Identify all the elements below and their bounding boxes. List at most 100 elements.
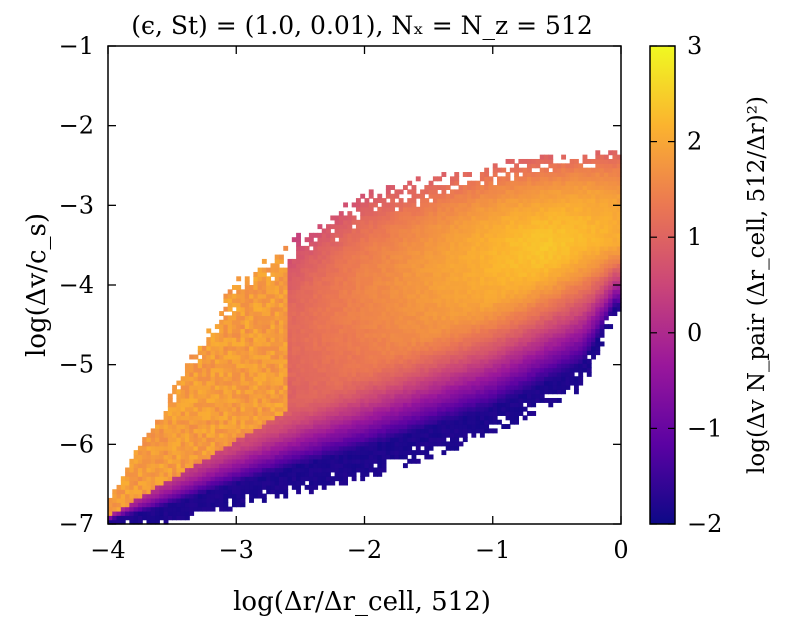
heatmap-cell xyxy=(253,484,259,490)
heatmap-cell xyxy=(291,289,297,295)
heatmap-cell xyxy=(330,358,336,364)
heatmap-cell xyxy=(484,193,490,199)
heatmap-cell xyxy=(505,350,511,356)
heatmap-cell xyxy=(155,458,160,464)
heatmap-cell xyxy=(462,380,468,386)
heatmap-cell xyxy=(505,185,511,190)
heatmap-cell xyxy=(180,397,186,403)
heatmap-cell xyxy=(526,271,532,277)
heatmap-cell xyxy=(304,271,310,277)
heatmap-cell xyxy=(437,250,443,256)
heatmap-cell xyxy=(202,406,207,412)
heatmap-cell xyxy=(364,363,370,369)
heatmap-cell xyxy=(266,306,272,312)
heatmap-cell xyxy=(176,445,182,451)
heatmap-cell xyxy=(484,276,490,282)
heatmap-cell xyxy=(189,441,195,447)
heatmap-cell xyxy=(509,302,515,308)
heatmap-cell xyxy=(313,476,319,482)
heatmap-cell xyxy=(253,384,259,390)
heatmap-cell xyxy=(484,232,490,238)
heatmap-cell xyxy=(458,211,464,217)
heatmap-cell xyxy=(415,285,421,290)
heatmap-cell xyxy=(394,215,400,221)
heatmap-cell xyxy=(479,411,485,416)
heatmap-cell xyxy=(505,206,511,212)
heatmap-cell xyxy=(308,350,314,356)
heatmap-cell xyxy=(308,341,314,347)
heatmap-cell xyxy=(488,198,494,204)
heatmap-cell xyxy=(522,280,528,286)
heatmap-cell xyxy=(437,198,443,204)
heatmap-cell xyxy=(236,350,242,356)
heatmap-cell xyxy=(479,189,485,195)
heatmap-cell xyxy=(347,384,353,390)
heatmap-cell xyxy=(326,324,331,330)
heatmap-cell xyxy=(321,467,327,473)
heatmap-cell xyxy=(129,458,135,464)
heatmap-cell xyxy=(432,315,438,321)
heatmap-cell xyxy=(219,445,225,451)
heatmap-cell xyxy=(450,428,455,434)
heatmap-cell xyxy=(437,206,443,212)
heatmap-cell xyxy=(501,402,507,408)
heatmap-cell xyxy=(334,463,340,469)
heatmap-cell xyxy=(343,415,349,421)
heatmap-cell xyxy=(390,402,396,408)
heatmap-cell xyxy=(450,415,455,421)
heatmap-cell xyxy=(313,424,319,429)
heatmap-cell xyxy=(338,302,344,308)
heatmap-cell xyxy=(420,450,425,456)
heatmap-cell xyxy=(291,337,297,343)
heatmap-cell xyxy=(214,454,220,460)
heatmap-cell xyxy=(231,397,237,403)
heatmap-cell xyxy=(116,510,122,516)
heatmap-cell xyxy=(398,393,404,399)
heatmap-cell xyxy=(394,402,400,408)
heatmap-cell xyxy=(172,415,178,421)
heatmap-cell xyxy=(197,497,203,503)
heatmap-cell xyxy=(308,415,314,421)
heatmap-cell xyxy=(184,415,190,421)
heatmap-cell xyxy=(385,384,391,390)
heatmap-cell xyxy=(432,241,438,247)
heatmap-cell xyxy=(492,293,498,299)
heatmap-cell xyxy=(189,454,195,460)
heatmap-cell xyxy=(231,493,237,499)
heatmap-cell xyxy=(317,428,323,434)
heatmap-cell xyxy=(347,263,353,269)
heatmap-cell xyxy=(501,237,507,243)
heatmap-cell xyxy=(411,219,417,225)
heatmap-cell xyxy=(458,306,464,312)
heatmap-cell xyxy=(488,228,494,234)
heatmap-cell xyxy=(509,402,515,408)
heatmap-cell xyxy=(522,202,528,208)
heatmap-cell xyxy=(364,471,370,477)
heatmap-cell xyxy=(253,432,259,438)
heatmap-cell xyxy=(214,441,220,447)
heatmap-cell xyxy=(462,211,468,217)
heatmap-cell xyxy=(407,367,413,373)
heatmap-cell xyxy=(159,493,165,499)
heatmap-cell xyxy=(445,445,451,451)
heatmap-cell xyxy=(428,428,434,434)
heatmap-cell xyxy=(206,358,212,364)
heatmap-cell xyxy=(202,397,207,403)
heatmap-cell xyxy=(202,497,207,503)
heatmap-cell xyxy=(133,476,139,482)
heatmap-cell xyxy=(184,441,190,447)
heatmap-cell xyxy=(501,280,507,286)
heatmap-cell xyxy=(445,428,451,434)
heatmap-cell xyxy=(155,424,160,429)
heatmap-cell xyxy=(390,258,396,264)
heatmap-cell xyxy=(432,319,438,325)
heatmap-cell xyxy=(454,371,460,377)
heatmap-cell xyxy=(236,328,242,334)
heatmap-cell xyxy=(509,328,515,334)
heatmap-cell xyxy=(351,298,357,303)
heatmap-cell xyxy=(172,445,178,451)
heatmap-cell xyxy=(514,228,520,234)
heatmap-cell xyxy=(420,258,425,264)
heatmap-cell xyxy=(514,389,520,395)
heatmap-cell xyxy=(381,276,387,282)
